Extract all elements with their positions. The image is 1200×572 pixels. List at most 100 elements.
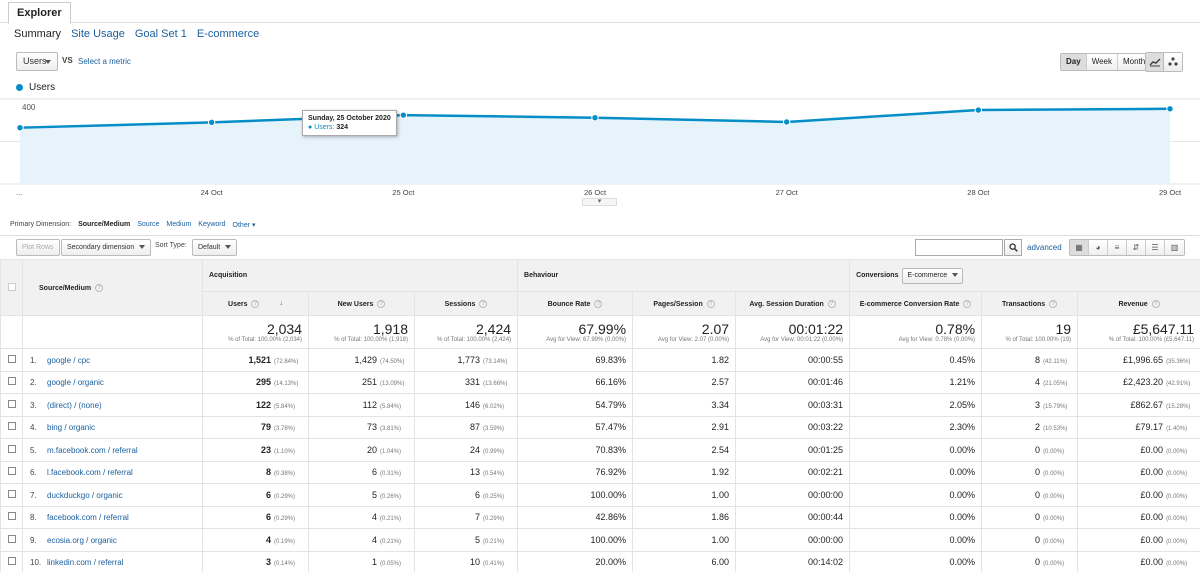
transactions-value: 0 [1035,489,1041,500]
source-medium-header[interactable]: Source/Medium? [22,259,203,316]
row-checkbox[interactable] [7,354,16,363]
row-checkbox[interactable] [7,444,16,453]
tab-explorer[interactable]: Explorer [8,2,71,24]
new-users-cell: 251 (13.09%) [308,370,415,394]
row-checkbox[interactable] [7,512,16,521]
revenue-percent: (0.00%) [1166,493,1188,500]
select-all-checkbox[interactable] [7,282,16,291]
dimension-other-dropdown[interactable]: Other ▾ [232,222,256,229]
chevron-down-icon [225,245,232,250]
source-medium-link[interactable]: google / organic [47,378,104,388]
source-medium-link[interactable]: linkedin.com / referral [47,558,124,568]
users-cell: 4 (0.19%) [202,528,309,552]
source-medium-link[interactable]: google / cpc [47,355,91,365]
pages-session-cell: 1.92 [632,460,737,484]
term-cloud-view-icon[interactable]: ☰ [1146,240,1165,255]
table-search-input[interactable] [915,239,1003,256]
source-medium-link[interactable]: ecosia.org / organic [47,535,117,545]
advanced-filter-link[interactable]: advanced [1027,243,1062,252]
source-medium-link[interactable]: m.facebook.com / referral [47,445,138,455]
dimension-source[interactable]: Source [137,221,160,228]
transactions-cell: 4 (21.05%) [981,370,1079,394]
pages-session-cell: 2.57 [632,370,737,394]
conversion-type-dropdown[interactable]: E-commerce [902,267,964,284]
chevron-down-icon [45,60,51,64]
users-cell: 295 (14.13%) [202,370,309,394]
source-medium-link[interactable]: bing / organic [47,423,96,433]
subtab-site-usage[interactable]: Site Usage [71,28,125,40]
new-users-percent: (74.50%) [380,358,405,365]
revenue-cell: £0.00 (0.00%) [1077,550,1200,572]
new-users-value: 1 [371,557,377,568]
source-medium-link[interactable]: l.facebook.com / referral [47,468,133,478]
chart-collapse-handle[interactable]: ▾ [582,198,617,206]
row-checkbox[interactable] [7,467,16,476]
row-checkbox[interactable] [7,534,16,543]
new-users-percent: (0.05%) [380,561,402,568]
pivot-view-icon[interactable]: ▥ [1165,240,1184,255]
period-week-button[interactable]: Week [1086,54,1118,70]
conversion-rate-cell: 0.00% [849,505,983,529]
sessions-cell: 10 (0.41%) [413,550,519,572]
total-cell: 19% of Total: 100.00% (19) [981,315,1079,349]
comparison-view-icon[interactable]: ⇵ [1127,240,1146,255]
dimension-medium[interactable]: Medium [166,221,192,228]
subtab-summary[interactable]: Summary [14,28,62,40]
subtab-goal-set-1[interactable]: Goal Set 1 [134,28,187,40]
sort-desc-icon: ↓ [279,300,283,308]
row-checkbox[interactable] [7,557,16,566]
col-transactions[interactable]: Transactions? [981,291,1079,316]
primary-dimension-label: Primary Dimension: [10,221,72,228]
revenue-percent: (0.00%) [1166,538,1188,545]
period-day-button[interactable]: Day [1061,54,1087,70]
revenue-percent: (0.00%) [1166,516,1188,523]
row-checkbox[interactable] [7,377,16,386]
pages-session-cell: 2.91 [632,415,737,439]
sessions-value: 24 [470,444,481,455]
revenue-cell: £862.67 (15.28%) [1077,393,1200,417]
plot-rows-button[interactable]: Plot Rows [16,239,60,256]
users-percent: (0.38%) [274,471,296,478]
col-ecommerce-conversion-rate[interactable]: E-commerce Conversion Rate? [849,291,983,316]
total-cell: 2,034% of Total: 100.00% (2,034) [202,315,309,349]
col-pages-session[interactable]: Pages/Session? [632,291,737,316]
motion-chart-icon[interactable] [1164,53,1182,71]
total-cell: £5,647.11% of Total: 100.00% (£5,647.11) [1077,315,1200,349]
new-users-cell: 1 (0.05%) [308,550,415,572]
col-bounce-rate[interactable]: Bounce Rate? [517,291,634,316]
select-metric-link[interactable]: Select a metric [78,57,131,66]
transactions-percent: (0.00%) [1043,516,1065,523]
subtab-ecommerce[interactable]: E-commerce [196,28,260,40]
dimension-keyword[interactable]: Keyword [198,221,226,228]
conversion-rate-cell: 0.00% [849,438,983,462]
col-new-users[interactable]: New Users? [308,291,415,316]
row-checkbox[interactable] [7,422,16,431]
search-icon[interactable] [1004,239,1022,256]
bounce-rate-cell: 66.16% [517,370,634,394]
row-checkbox-cell [0,393,23,417]
col-users[interactable]: Users? ↓ [202,291,309,316]
sort-type-dropdown[interactable]: Default [192,239,238,256]
source-medium-link[interactable]: (direct) / (none) [47,400,102,410]
line-chart-icon[interactable] [1146,53,1164,71]
metric-dropdown[interactable]: Users [16,52,58,71]
new-users-cell: 1,429 (74.50%) [308,348,415,372]
row-checkbox-cell [0,348,23,372]
data-table-view-icon[interactable]: ▦ [1070,240,1089,255]
row-checkbox[interactable] [7,489,16,498]
col-revenue[interactable]: Revenue? [1077,291,1200,316]
period-month-button[interactable]: Month [1118,54,1151,70]
col-avg-session-duration[interactable]: Avg. Session Duration? [735,291,851,316]
revenue-value: £0.00 [1140,557,1164,568]
revenue-percent: (42.91%) [1166,381,1191,388]
secondary-dimension-dropdown[interactable]: Secondary dimension [61,239,152,256]
sort-type-label: Sort Type: [155,242,187,249]
performance-view-icon[interactable]: ≡ [1108,240,1127,255]
source-medium-link[interactable]: duckduckgo / organic [47,490,123,500]
percentage-view-icon[interactable]: ◕ [1089,240,1108,255]
col-sessions[interactable]: Sessions? [413,291,519,316]
row-checkbox[interactable] [7,399,16,408]
y-tick-label: 400 [22,103,36,112]
source-medium-link[interactable]: facebook.com / referral [47,513,129,523]
chevron-down-icon [952,272,959,277]
